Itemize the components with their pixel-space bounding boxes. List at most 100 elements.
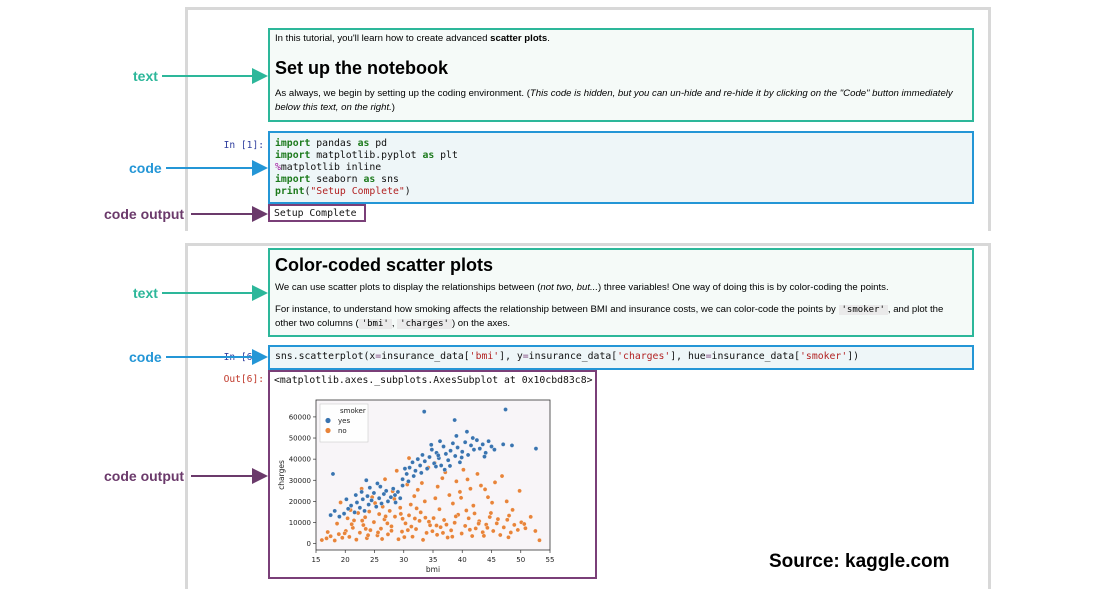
code-line: import matplotlib.pyplot as plt [275, 150, 458, 161]
x-tick-label: 30 [399, 556, 408, 564]
data-point-no [389, 528, 394, 534]
data-point-no [387, 508, 392, 514]
data-point-yes [378, 484, 383, 489]
data-point-no [414, 506, 419, 511]
scatter-paragraph-2: For instance, to understand how smoking … [275, 304, 944, 329]
data-point-no [453, 514, 459, 519]
data-point-no [423, 515, 428, 520]
data-point-no [506, 513, 512, 518]
data-point-yes [429, 447, 435, 452]
data-point-no [505, 517, 510, 523]
data-point-no [471, 503, 476, 508]
data-point-no [402, 534, 407, 540]
data-point-no [342, 531, 347, 536]
data-point-no [473, 526, 478, 531]
data-point-no [366, 509, 372, 514]
x-tick-label: 20 [341, 556, 350, 564]
data-point-no [389, 524, 394, 529]
data-point-no [375, 530, 381, 535]
data-point-yes [500, 442, 506, 447]
data-point-no [332, 538, 337, 543]
data-point-no [461, 467, 466, 472]
code-cell-scatterplot[interactable]: sns.scatterplot(x=insurance_data['bmi'],… [268, 345, 974, 370]
data-point-no [465, 477, 470, 482]
setup-heading: Set up the notebook [275, 58, 448, 78]
data-point-no [405, 527, 411, 533]
data-point-no [537, 538, 542, 543]
data-point-yes [375, 481, 380, 486]
data-point-no [403, 521, 408, 526]
data-point-no [351, 518, 357, 523]
data-point-yes [421, 409, 427, 414]
data-point-yes [359, 489, 364, 495]
data-point-no [406, 513, 412, 518]
data-point-yes [404, 471, 409, 477]
data-point-yes [362, 508, 367, 514]
data-point-no [459, 531, 464, 536]
data-point-no [361, 522, 366, 528]
data-point-no [345, 516, 350, 521]
data-point-no [424, 530, 429, 536]
data-point-yes [471, 447, 477, 452]
data-point-no [362, 514, 368, 520]
markdown-cell-scatter[interactable]: Color-coded scatter plots We can use sca… [268, 248, 974, 337]
axes-repr-text: <matplotlib.axes._subplots.AxesSubplot a… [274, 375, 593, 386]
data-point-no [441, 517, 447, 523]
data-point-no [501, 525, 507, 530]
data-point-yes [390, 486, 396, 492]
data-point-no [435, 484, 440, 489]
data-point-yes [410, 460, 415, 465]
data-point-yes [433, 464, 439, 469]
data-point-no [495, 516, 501, 522]
data-point-no [515, 527, 521, 533]
data-point-no [489, 500, 495, 505]
data-point-yes [442, 467, 447, 472]
data-point-no [533, 528, 538, 534]
data-point-no [396, 536, 401, 542]
data-point-no [490, 528, 496, 534]
in-prompt-1: In [1]: [223, 140, 264, 151]
data-point-no [359, 518, 365, 523]
data-point-yes [402, 466, 408, 471]
x-tick-label: 35 [429, 556, 438, 564]
y-axis-label: charges [277, 460, 286, 490]
data-point-no [452, 520, 457, 526]
legend-label-yes: yes [338, 417, 350, 425]
code-line: import pandas as pd [275, 138, 388, 149]
data-point-yes [427, 454, 432, 460]
data-point-yes [388, 494, 394, 500]
markdown-cell-intro[interactable]: In this tutorial, you'll learn how to cr… [268, 28, 974, 122]
data-point-no [504, 499, 509, 504]
legend-marker-no [325, 427, 331, 434]
x-tick-label: 50 [516, 556, 525, 564]
code-cell-setup[interactable]: import pandas as pd import matplotlib.py… [268, 131, 974, 204]
data-point-yes [474, 437, 480, 443]
data-point-yes [437, 438, 443, 444]
data-point-no [385, 532, 391, 537]
data-point-yes [397, 495, 403, 501]
x-tick-label: 45 [487, 556, 496, 564]
data-point-yes [457, 460, 463, 465]
setup-paragraph: As always, we begin by setting up the co… [275, 88, 953, 113]
data-point-yes [411, 473, 416, 479]
data-point-no [528, 514, 533, 520]
data-point-no [413, 526, 419, 532]
out-prompt-6: Out[6]: [223, 374, 264, 385]
data-point-yes [480, 442, 485, 447]
y-tick-label: 20000 [289, 498, 311, 506]
data-point-yes [438, 463, 444, 468]
data-point-no [462, 523, 468, 529]
data-point-yes [369, 498, 374, 503]
annotation-code-2: code [129, 349, 162, 365]
code-line: %matplotlib inline [275, 162, 382, 173]
data-point-yes [345, 506, 351, 512]
data-point-no [433, 495, 438, 501]
data-point-no [482, 487, 488, 492]
data-point-no [408, 502, 414, 507]
data-point-no [334, 521, 340, 526]
data-point-no [409, 524, 414, 529]
data-point-no [467, 527, 473, 532]
data-point-yes [452, 453, 458, 459]
x-tick-label: 40 [458, 556, 467, 564]
